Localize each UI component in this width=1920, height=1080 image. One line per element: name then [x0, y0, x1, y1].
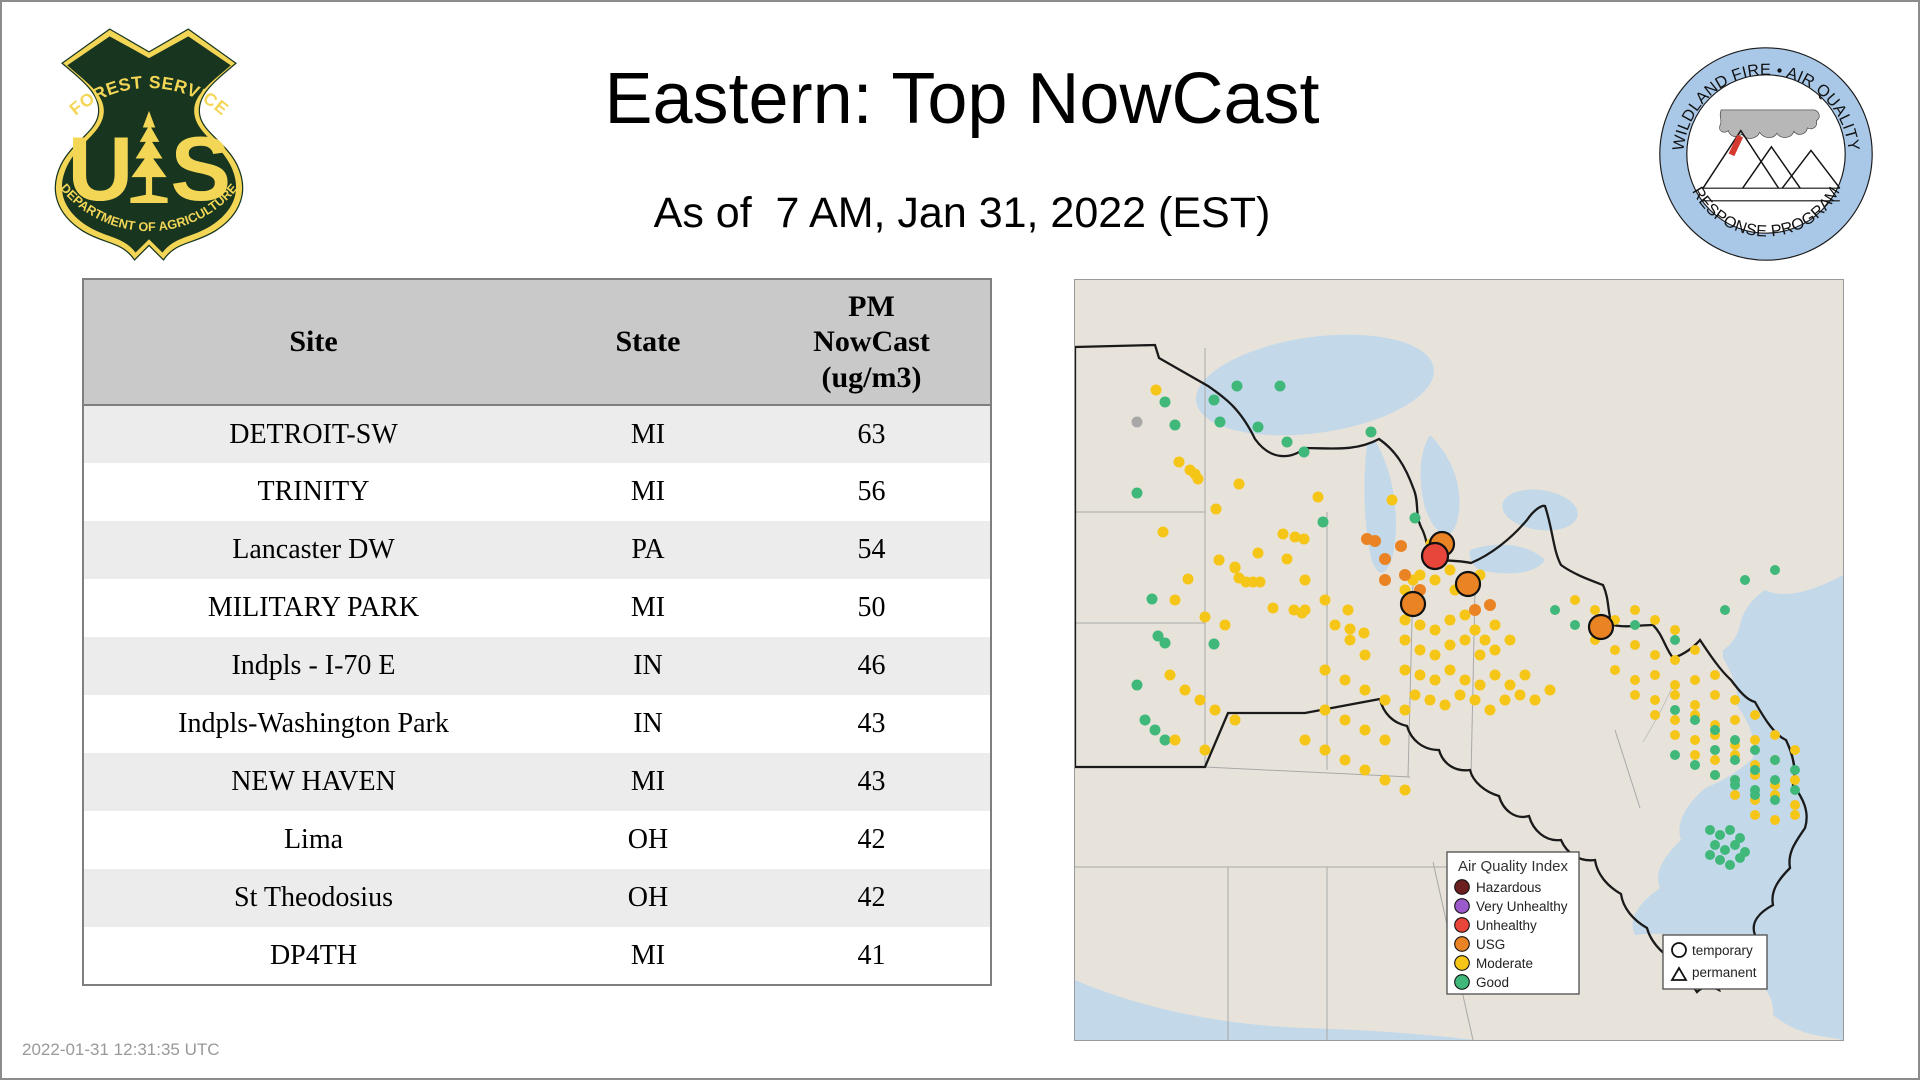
svg-text:temporary: temporary: [1692, 943, 1753, 958]
svg-text:Hazardous: Hazardous: [1476, 880, 1542, 895]
svg-text:Unhealthy: Unhealthy: [1476, 918, 1537, 933]
svg-text:Very Unhealthy: Very Unhealthy: [1476, 899, 1568, 914]
svg-text:Moderate: Moderate: [1476, 956, 1533, 971]
svg-text:Air Quality Index: Air Quality Index: [1458, 858, 1569, 875]
svg-text:permanent: permanent: [1692, 965, 1757, 980]
svg-text:USG: USG: [1476, 937, 1505, 952]
svg-text:Good: Good: [1476, 975, 1509, 990]
